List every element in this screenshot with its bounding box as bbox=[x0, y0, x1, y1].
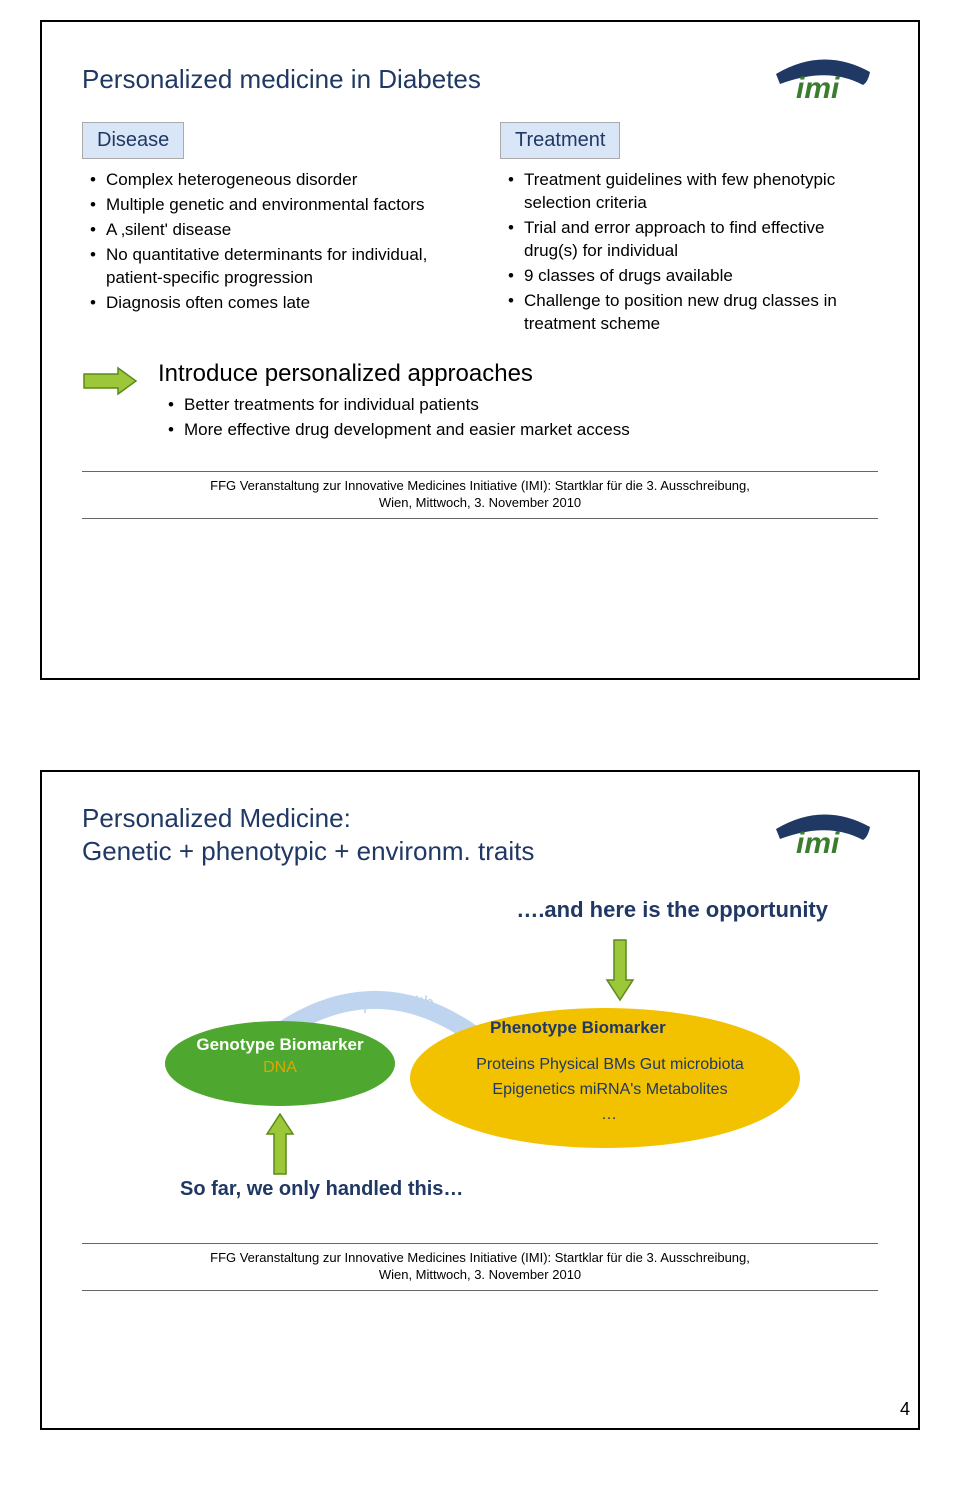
page-number: 4 bbox=[900, 1399, 910, 1420]
footer-line1: FFG Veranstaltung zur Innovative Medicin… bbox=[210, 478, 750, 493]
footer-text: FFG Veranstaltung zur Innovative Medicin… bbox=[82, 478, 878, 512]
logo-text: imi bbox=[796, 827, 840, 860]
slide1-title-row: Personalized medicine in Diabetes imi bbox=[82, 52, 878, 107]
list-item: More effective drug development and easi… bbox=[168, 419, 630, 442]
list-item: Better treatments for individual patient… bbox=[168, 394, 630, 417]
intro-title: Introduce personalized approaches bbox=[158, 360, 630, 388]
footer-block: FFG Veranstaltung zur Innovative Medicin… bbox=[82, 471, 878, 519]
genotype-title: Genotype Biomarker bbox=[165, 1035, 395, 1055]
footer-block: FFG Veranstaltung zur Innovative Medicin… bbox=[82, 1243, 878, 1291]
list-item: Trial and error approach to find effecti… bbox=[508, 217, 878, 263]
list-item: A ‚silent' disease bbox=[90, 219, 460, 242]
phenotype-row2: Epigenetics miRNA's Metabolites bbox=[440, 1078, 780, 1103]
list-item: Complex heterogeneous disorder bbox=[90, 169, 460, 192]
genotype-sub: DNA bbox=[165, 1059, 395, 1077]
slide1-columns: Disease Complex heterogeneous disorder M… bbox=[82, 122, 878, 338]
list-item: Multiple genetic and environmental facto… bbox=[90, 194, 460, 217]
phenotype-dots: … bbox=[440, 1103, 780, 1128]
phenotype-row1: Proteins Physical BMs Gut microbiota bbox=[440, 1053, 780, 1078]
intro-content: Introduce personalized approaches Better… bbox=[158, 360, 630, 444]
treatment-bullets: Treatment guidelines with few phenotypic… bbox=[500, 169, 878, 336]
biomarker-diagram: Genotype Biomarker DNA Coupled with Phen… bbox=[110, 933, 850, 1233]
arrow-up-icon bbox=[265, 1111, 295, 1176]
genotype-ellipse: Genotype Biomarker DNA bbox=[165, 1021, 395, 1106]
list-item: No quantitative determinants for individ… bbox=[90, 244, 460, 290]
divider bbox=[82, 1243, 878, 1244]
divider bbox=[82, 518, 878, 519]
list-item: Treatment guidelines with few phenotypic… bbox=[508, 169, 878, 215]
coupled-with-label: Coupled with bbox=[330, 993, 434, 1014]
list-item: 9 classes of drugs available bbox=[508, 265, 878, 288]
intro-bullets: Better treatments for individual patient… bbox=[158, 394, 630, 442]
slide-1: Personalized medicine in Diabetes imi Di… bbox=[40, 20, 920, 680]
footer-line2: Wien, Mittwoch, 3. November 2010 bbox=[379, 495, 581, 510]
list-item: Diagnosis often comes late bbox=[90, 292, 460, 315]
disease-bullets: Complex heterogeneous disorder Multiple … bbox=[82, 169, 460, 315]
disease-heading: Disease bbox=[82, 122, 184, 159]
intro-row: Introduce personalized approaches Better… bbox=[82, 360, 878, 444]
logo-text: imi bbox=[796, 72, 840, 105]
footer-line2: Wien, Mittwoch, 3. November 2010 bbox=[379, 1267, 581, 1282]
slide-2: Personalized Medicine: Genetic + phenoty… bbox=[40, 770, 920, 1430]
phenotype-title: Phenotype Biomarker bbox=[490, 1018, 666, 1038]
imi-logo: imi bbox=[768, 807, 878, 862]
phenotype-items: Proteins Physical BMs Gut microbiota Epi… bbox=[440, 1053, 780, 1127]
divider bbox=[82, 471, 878, 472]
so-far-text: So far, we only handled this… bbox=[180, 1178, 463, 1201]
divider bbox=[82, 1290, 878, 1291]
treatment-heading: Treatment bbox=[500, 122, 620, 159]
slide1-title: Personalized medicine in Diabetes bbox=[82, 64, 481, 95]
slide2-title: Personalized Medicine: Genetic + phenoty… bbox=[82, 802, 534, 867]
disease-column: Disease Complex heterogeneous disorder M… bbox=[82, 122, 460, 338]
footer-text: FFG Veranstaltung zur Innovative Medicin… bbox=[82, 1250, 878, 1284]
imi-logo: imi bbox=[768, 52, 878, 107]
opportunity-text: ….and here is the opportunity bbox=[82, 897, 828, 923]
slide2-title-row: Personalized Medicine: Genetic + phenoty… bbox=[82, 802, 878, 867]
footer-line1: FFG Veranstaltung zur Innovative Medicin… bbox=[210, 1250, 750, 1265]
list-item: Challenge to position new drug classes i… bbox=[508, 290, 878, 336]
arrow-right-icon bbox=[82, 366, 140, 401]
arrow-down-icon bbox=[605, 938, 635, 1003]
treatment-column: Treatment Treatment guidelines with few … bbox=[500, 122, 878, 338]
